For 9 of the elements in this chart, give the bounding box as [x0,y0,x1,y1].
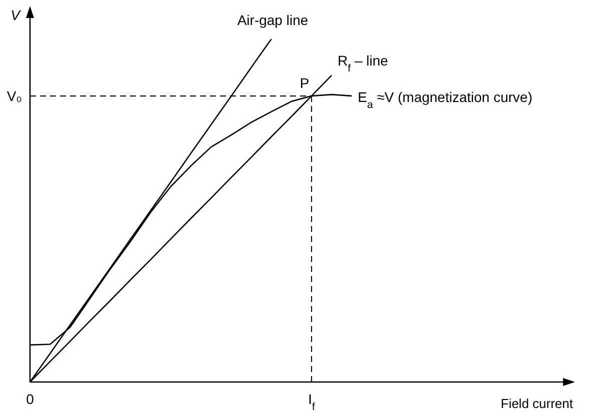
series-label: Air-gap line [237,12,308,28]
series-label: R$_{f}$ – line [338,52,388,74]
y-axis-title: V [10,7,22,23]
x-axis-title: Field current [500,396,574,411]
ref-line-label: V₀ [6,88,22,104]
x-tick-label: I$_{f}$ [308,391,316,412]
series-label: E$_{a}$ ≈V (magnetization curve) [358,88,532,111]
annotation: P [300,74,310,91]
x-tick-label: 0 [26,391,34,407]
